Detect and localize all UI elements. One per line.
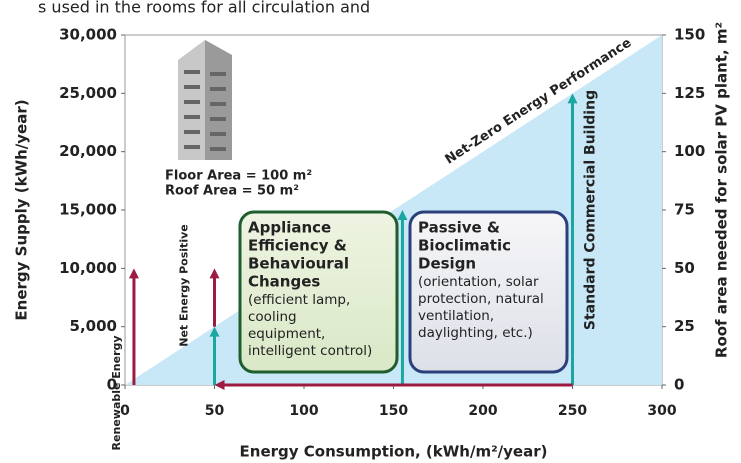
x-tick-label: 100 bbox=[289, 403, 318, 419]
arrow-head bbox=[209, 268, 220, 279]
arrow-head bbox=[209, 326, 220, 337]
building-note: Floor Area = 100 m² bbox=[165, 169, 312, 184]
vertical-arrow bbox=[209, 326, 220, 385]
x-axis-title: Energy Consumption, (kWh/m²/year) bbox=[240, 443, 548, 461]
y-tick-label: 0 bbox=[107, 376, 117, 394]
arrow-label: Net Energy Positive bbox=[178, 224, 191, 346]
arrow-label: Renewable Energy bbox=[110, 335, 123, 450]
arrow-head bbox=[214, 380, 225, 390]
building-icon bbox=[178, 40, 232, 160]
y2-axis-title: Roof area needed for solar PV plant, m² bbox=[713, 22, 731, 358]
box-title: Passive & bbox=[418, 219, 500, 237]
vertical-arrow bbox=[567, 93, 578, 385]
box-body: (orientation, solar bbox=[418, 274, 539, 290]
y-tick-label: 10,000 bbox=[59, 259, 117, 277]
text-box: Passive &BioclimaticDesign(orientation, … bbox=[408, 210, 569, 374]
y-tick-label: 15,000 bbox=[59, 201, 117, 219]
x-tick-label: 300 bbox=[647, 403, 676, 419]
box-body: equipment, bbox=[248, 326, 325, 342]
y2-tick-label: 25 bbox=[674, 317, 695, 335]
y2-tick-label: 100 bbox=[674, 142, 705, 160]
horizontal-arrow bbox=[214, 380, 573, 390]
vertical-arrow bbox=[128, 268, 139, 385]
y2-tick-label: 125 bbox=[674, 84, 705, 102]
box-title: Changes bbox=[248, 273, 320, 291]
y-tick-label: 5,000 bbox=[70, 317, 117, 335]
arrow-head bbox=[128, 268, 139, 279]
box-frame bbox=[408, 210, 569, 374]
arrow-label: Standard Commercial Building bbox=[583, 90, 599, 330]
box-title: Efficiency & bbox=[248, 237, 347, 255]
arrow-head bbox=[397, 210, 408, 220]
box-title: Design bbox=[418, 255, 476, 273]
x-tick-label: 0 bbox=[120, 403, 130, 419]
y2-tick-label: 75 bbox=[674, 201, 695, 219]
y-tick-label: 20,000 bbox=[59, 142, 117, 160]
y-tick-label: 25,000 bbox=[59, 84, 117, 102]
box-title: Appliance bbox=[248, 219, 331, 237]
vertical-arrow bbox=[397, 210, 408, 385]
box-body: cooling bbox=[248, 309, 297, 325]
box-body: (efficient lamp, bbox=[248, 292, 350, 308]
y-tick-label: 30,000 bbox=[59, 26, 117, 44]
header-fragment: s used in the rooms for all circulation … bbox=[38, 0, 370, 17]
y2-tick-label: 0 bbox=[674, 376, 684, 394]
box-frame bbox=[238, 210, 399, 374]
arrow-head bbox=[567, 93, 578, 104]
box-body: intelligent control) bbox=[248, 343, 372, 359]
y2-tick-label: 150 bbox=[674, 26, 705, 44]
x-tick-label: 200 bbox=[468, 403, 497, 419]
x-tick-label: 250 bbox=[558, 403, 587, 419]
box-title: Bioclimatic bbox=[418, 237, 511, 255]
box-title: Behavioural bbox=[248, 255, 349, 273]
x-tick-label: 50 bbox=[205, 403, 225, 419]
x-tick-label: 150 bbox=[379, 403, 408, 419]
vertical-arrow bbox=[209, 268, 220, 327]
y-axis-title: Energy Supply (kWh/year) bbox=[13, 99, 31, 320]
box-body: protection, natural bbox=[418, 291, 544, 307]
box-body: ventilation, bbox=[418, 308, 494, 324]
building-note: Roof Area = 50 m² bbox=[165, 184, 299, 199]
y2-tick-label: 50 bbox=[674, 259, 695, 277]
box-body: daylighting, etc.) bbox=[418, 325, 533, 341]
